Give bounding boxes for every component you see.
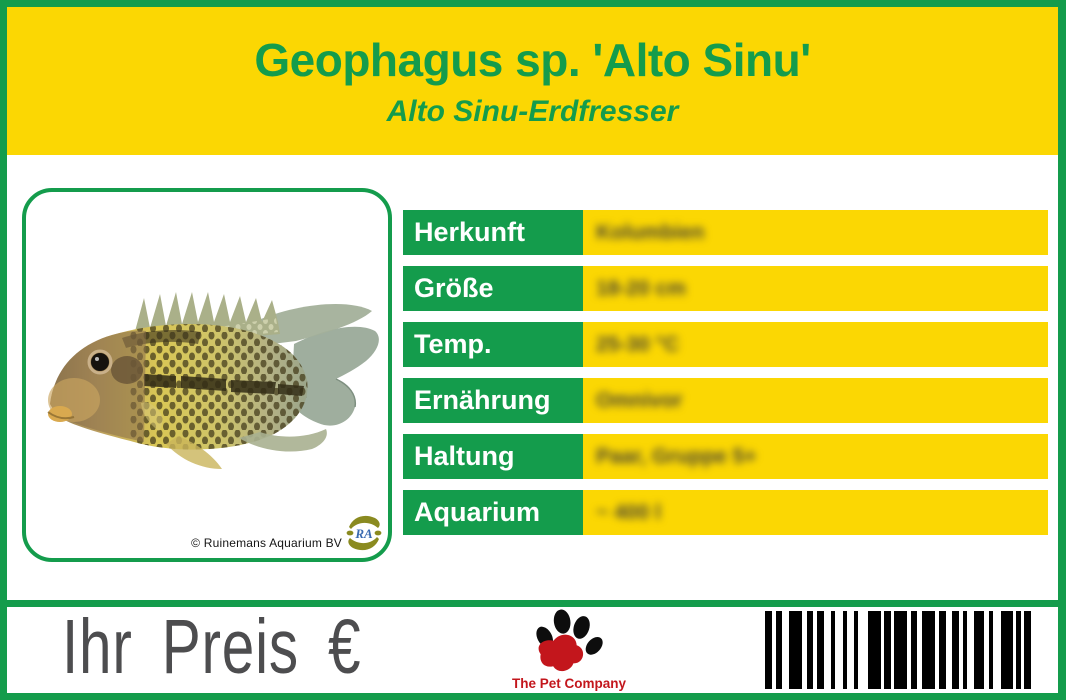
- price-label: Ihr Preis €: [62, 604, 362, 690]
- barcode: [765, 611, 1031, 689]
- info-table: Herkunft Kolumbien Größe 18-20 cm Temp. …: [403, 210, 1048, 546]
- row-label: Ernährung: [403, 378, 583, 423]
- row-label: Herkunft: [403, 210, 583, 255]
- table-row: Größe 18-20 cm: [403, 266, 1048, 311]
- fish-photo: [47, 292, 379, 469]
- row-value: 18-20 cm: [583, 266, 1048, 311]
- fish-photo-box: © Ruinemans Aquarium BV RA: [22, 188, 392, 562]
- svg-text:RA: RA: [354, 526, 373, 541]
- footer-divider: [0, 600, 1066, 607]
- common-name-subtitle: Alto Sinu-Erdfresser: [386, 95, 679, 128]
- row-label: Temp.: [403, 322, 583, 367]
- row-value: Omnivor: [583, 378, 1048, 423]
- photo-credit: © Ruinemans Aquarium BV: [191, 536, 342, 550]
- row-value: 25-30 °C: [583, 322, 1048, 367]
- row-label: Größe: [403, 266, 583, 311]
- ruinemans-aquarium-logo-icon: RA: [345, 513, 383, 553]
- table-row: Aquarium ~ 400 l: [403, 490, 1048, 535]
- header: Geophagus sp. 'Alto Sinu' Alto Sinu-Erdf…: [7, 7, 1058, 155]
- row-label: Aquarium: [403, 490, 583, 535]
- table-row: Temp. 25-30 °C: [403, 322, 1048, 367]
- paw-print-icon: [536, 609, 603, 672]
- row-value: Kolumbien: [583, 210, 1048, 255]
- row-value: Paar, Gruppe 5+: [583, 434, 1048, 479]
- row-value: ~ 400 l: [583, 490, 1048, 535]
- table-row: Ernährung Omnivor: [403, 378, 1048, 423]
- table-row: Haltung Paar, Gruppe 5+: [403, 434, 1048, 479]
- table-row: Herkunft Kolumbien: [403, 210, 1048, 255]
- row-label: Haltung: [403, 434, 583, 479]
- brand-name: The Pet Company: [512, 676, 627, 691]
- pet-company-logo: The Pet Company: [512, 608, 627, 692]
- species-title: Geophagus sp. 'Alto Sinu': [254, 34, 811, 86]
